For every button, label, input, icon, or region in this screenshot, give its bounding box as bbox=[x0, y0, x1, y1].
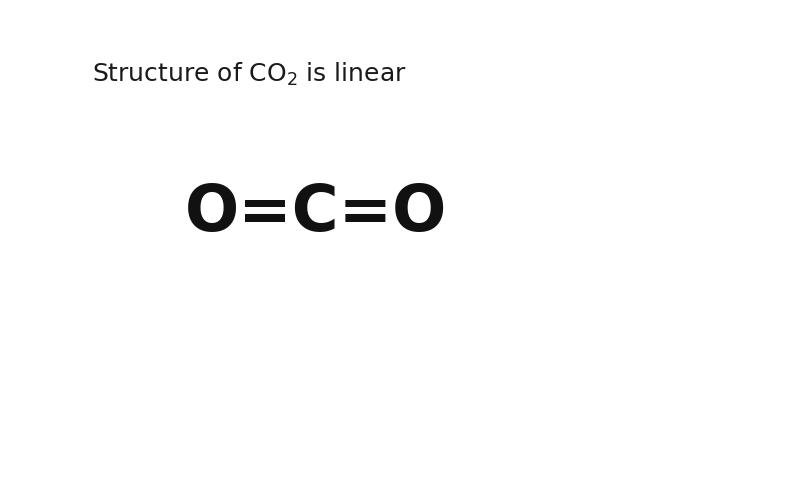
Text: O=C=O: O=C=O bbox=[185, 182, 447, 243]
Text: Structure of CO$_2$ is linear: Structure of CO$_2$ is linear bbox=[92, 61, 406, 88]
